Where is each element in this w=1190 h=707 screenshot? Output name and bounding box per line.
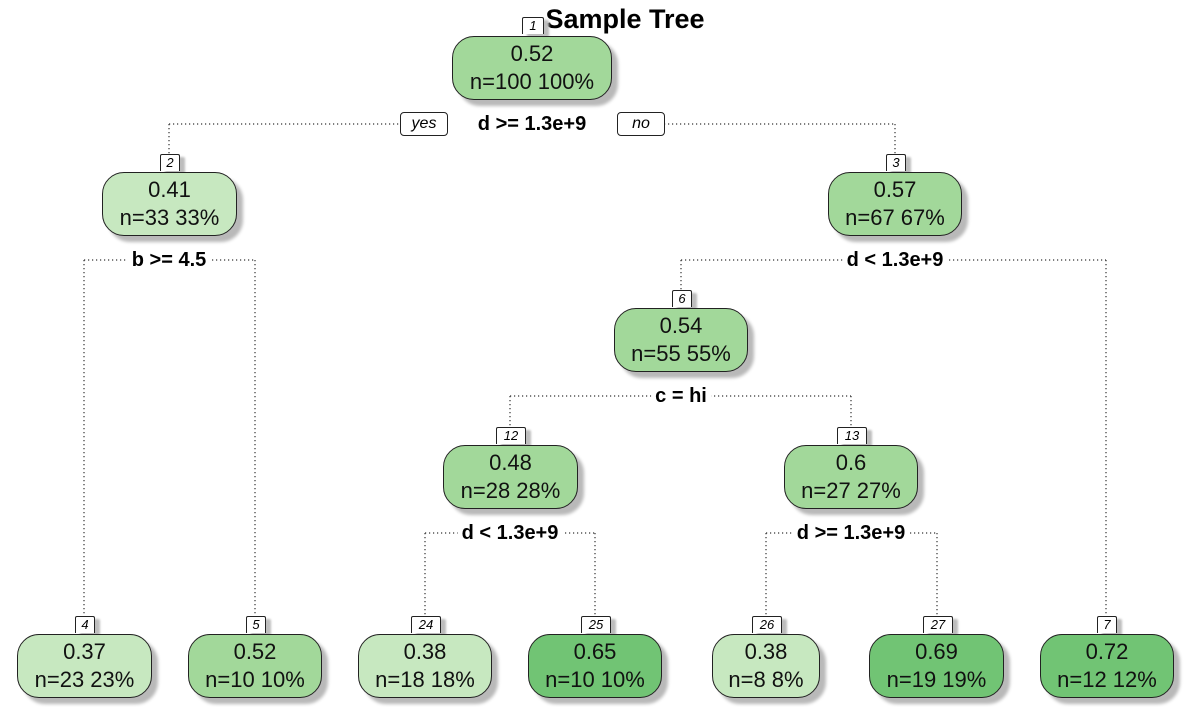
leaf-node-7: 0.72 n=12 12% [1040,634,1174,698]
node-stats: n=28 28% [460,478,561,503]
node-stats: n=18 18% [375,667,475,692]
node-value: 0.48 [489,450,532,475]
node-stats: n=8 8% [728,667,804,692]
node-value: 0.38 [744,639,788,664]
edge-label-yes: yes [400,112,448,136]
tree-node-12: 0.48 n=28 28% [443,445,578,509]
node-value: 0.52 [233,639,277,664]
node-value: 0.41 [148,177,191,202]
node-number-6: 6 [672,290,692,307]
node-stats: n=10 10% [545,667,645,692]
node-stats: n=19 19% [886,667,987,692]
split-rule-node-12: d < 1.3e+9 [457,522,563,545]
node-stats: n=23 23% [34,667,135,692]
node-number-12: 12 [496,427,526,444]
node-value: 0.6 [835,450,867,475]
node-stats: n=55 55% [631,341,731,366]
node-number-27: 27 [923,616,953,633]
split-rule-node-13: d >= 1.3e+9 [792,522,910,545]
split-rule-node-1: d >= 1.3e+9 [473,113,591,136]
leaf-node-4: 0.37 n=23 23% [17,634,152,698]
node-value: 0.38 [403,639,447,664]
node-number-5: 5 [246,616,266,633]
split-rule-node-3: d < 1.3e+9 [842,249,948,272]
node-number-1: 1 [522,17,544,34]
node-value: 0.57 [873,177,917,202]
leaf-node-26: 0.38 n=8 8% [712,634,820,698]
node-number-2: 2 [160,154,180,171]
edge-label-no: no [617,112,665,136]
split-rule-node-2: b >= 4.5 [127,249,211,272]
node-stats: n=10 10% [205,667,305,692]
node-stats: n=100 100% [469,69,595,94]
leaf-node-27: 0.69 n=19 19% [869,634,1004,698]
node-value: 0.54 [659,313,703,338]
node-value: 0.65 [573,639,617,664]
node-value: 0.72 [1085,639,1129,664]
tree-node-2: 0.41 n=33 33% [102,172,237,236]
node-number-24: 24 [411,616,441,633]
node-value: 0.69 [915,639,958,664]
node-number-7: 7 [1097,616,1117,633]
node-number-3: 3 [886,154,906,171]
node-number-4: 4 [75,616,95,633]
leaf-node-24: 0.38 n=18 18% [358,634,492,698]
chart-title: Sample Tree [545,4,705,34]
leaf-node-25: 0.65 n=10 10% [528,634,662,698]
leaf-node-5: 0.52 n=10 10% [188,634,322,698]
node-number-13: 13 [837,427,867,444]
tree-node-1: 0.52 n=100 100% [452,36,612,100]
node-stats: n=27 27% [801,478,901,503]
node-number-26: 26 [752,616,782,633]
node-stats: n=12 12% [1057,667,1157,692]
tree-node-13: 0.6 n=27 27% [784,445,918,509]
node-number-25: 25 [581,616,611,633]
node-stats: n=33 33% [119,205,220,230]
node-value: 0.52 [510,41,554,66]
node-stats: n=67 67% [845,205,945,230]
tree-node-6: 0.54 n=55 55% [614,308,748,372]
node-value: 0.37 [63,639,106,664]
tree-node-3: 0.57 n=67 67% [828,172,962,236]
split-rule-node-6: c = hi [651,385,711,408]
